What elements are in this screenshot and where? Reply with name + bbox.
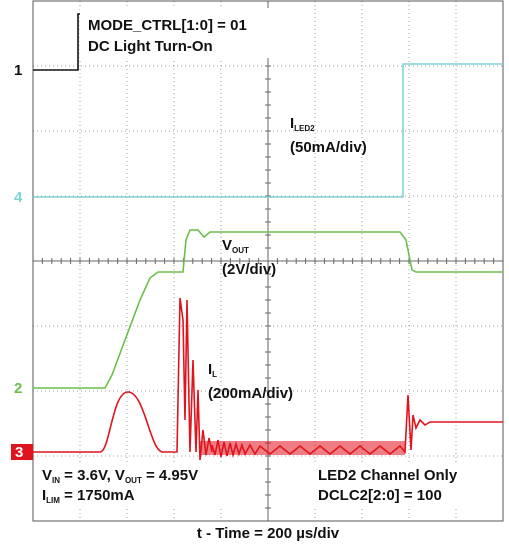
text: = 3.6V, V — [60, 467, 125, 484]
subscript: IN — [52, 476, 60, 485]
dclc-label: DCLC2[2:0] = 100 — [318, 487, 442, 504]
vout-label: VOUT — [222, 237, 249, 255]
subscript: L — [212, 370, 217, 379]
channel-marker: 2 — [14, 380, 22, 397]
trace-ch4 — [33, 63, 503, 198]
trace-ch2 — [33, 229, 503, 389]
symbol: V — [42, 467, 52, 484]
symbol: V — [222, 237, 232, 254]
turn-on-label: DC Light Turn-On — [88, 38, 213, 55]
ilim-label: ILIM = 1750mA — [42, 487, 135, 505]
mode-label: MODE_CTRL[1:0] = 01 — [88, 17, 247, 34]
graticule — [32, 0, 504, 522]
text: = 4.95V — [142, 467, 198, 484]
subscript: OUT — [125, 476, 142, 485]
iled2-label: ILED2 — [290, 115, 315, 133]
x-axis-label: t - Time = 200 µs/div — [197, 525, 340, 542]
symbol: I — [208, 361, 212, 378]
text: = 1750mA — [60, 487, 135, 504]
il-scale: (200mA/div) — [208, 385, 293, 402]
iled2-scale: (50mA/div) — [290, 139, 367, 156]
channel-marker: 4 — [14, 189, 23, 206]
symbol: I — [42, 487, 46, 504]
symbol: I — [290, 115, 294, 132]
channel-label: LED2 Channel Only — [318, 467, 458, 484]
ch3-marker-box — [11, 444, 33, 460]
ch3-noise-band — [200, 441, 405, 455]
frame — [32, 0, 504, 522]
vin-label: VIN = 3.6V, VOUT = 4.95V — [42, 467, 198, 485]
subscript: LIM — [46, 496, 60, 505]
channel-marker: 1 — [14, 62, 22, 79]
vout-scale: (2V/div) — [222, 261, 276, 278]
il-label: IL — [208, 361, 217, 379]
subscript: LED2 — [294, 124, 315, 133]
label-bg — [80, 8, 300, 58]
subscript: OUT — [232, 246, 249, 255]
label-bg — [312, 463, 492, 507]
label-bg — [38, 463, 238, 507]
channel-marker: 3 — [15, 444, 23, 461]
